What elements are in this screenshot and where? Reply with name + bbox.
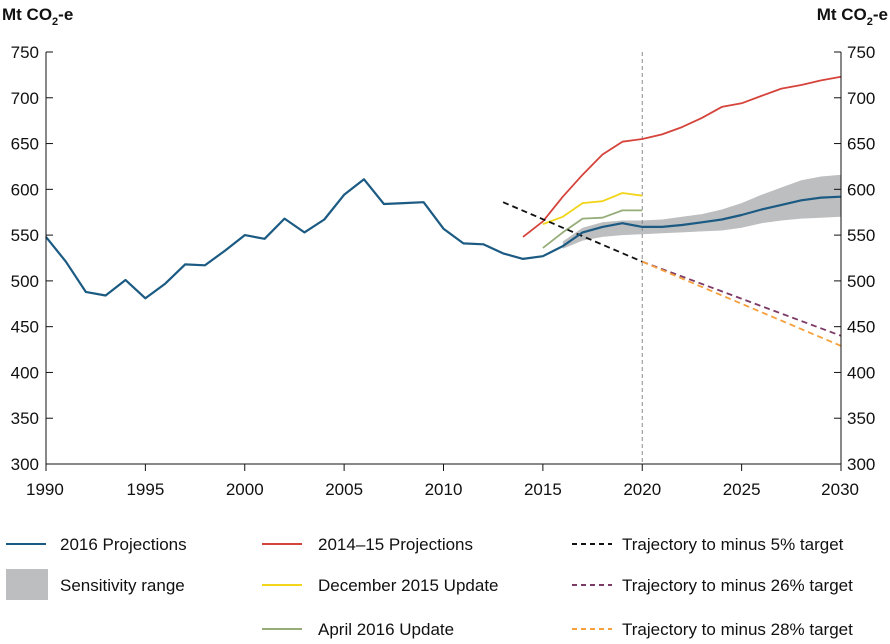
y-tick-label-right: 500	[847, 272, 875, 291]
x-tick-label: 2030	[821, 480, 859, 499]
plot-area	[45, 52, 842, 464]
y-tick-label-right: 450	[847, 318, 875, 337]
y-tick-label-right: 550	[847, 226, 875, 245]
legend-label: December 2015 Update	[318, 576, 499, 595]
y-tick-label-left: 450	[11, 318, 39, 337]
y-tick-label-right: 300	[847, 455, 875, 474]
series-line	[641, 260, 842, 337]
sensitivity-band	[562, 174, 841, 249]
series-line	[45, 178, 842, 300]
y-tick-label-left: 600	[11, 180, 39, 199]
left-unit-label: Mt CO2-e	[2, 5, 73, 28]
x-tick-label: 2000	[226, 480, 264, 499]
series-line	[502, 201, 643, 263]
right-unit-subscript: 2	[867, 16, 873, 28]
axes: 300 300 350 350 400 400 450 450 500 500 550 550 600 6…	[11, 43, 876, 499]
right-unit-suffix: -e	[873, 5, 888, 24]
y-tick-label-right: 400	[847, 363, 875, 382]
series-line	[522, 75, 842, 238]
legend: 2016 Projections 2014–15 Projections Traje…	[6, 535, 853, 639]
legend-label: April 2016 Update	[318, 620, 454, 639]
y-tick-label-right: 650	[847, 135, 875, 154]
y-tick-label-right: 700	[847, 89, 875, 108]
y-tick-label-right: 350	[847, 409, 875, 428]
series-line	[542, 209, 643, 249]
y-tick-label-right: 600	[847, 180, 875, 199]
y-tick-label-left: 400	[11, 363, 39, 382]
y-tick-label-left: 350	[11, 409, 39, 428]
x-tick-label: 2005	[325, 480, 363, 499]
x-tick-label: 2020	[623, 480, 661, 499]
unit-labels: Mt CO2-e Mt CO2-e	[2, 5, 888, 28]
legend-label: Trajectory to minus 28% target	[622, 620, 853, 639]
right-unit-label: Mt CO2-e	[817, 5, 888, 28]
legend-label: 2016 Projections	[60, 535, 187, 554]
x-tick-label: 2010	[425, 480, 463, 499]
y-tick-label-left: 500	[11, 272, 39, 291]
legend-label: Trajectory to minus 5% target	[622, 535, 844, 554]
y-tick-label-right: 750	[847, 43, 875, 62]
x-tick-label: 1995	[126, 480, 164, 499]
left-unit-subscript: 2	[52, 16, 58, 28]
x-tick-label: 2015	[524, 480, 562, 499]
y-tick-label-left: 750	[11, 43, 39, 62]
y-tick-label-left: 550	[11, 226, 39, 245]
series-line	[542, 192, 643, 225]
legend-label: Trajectory to minus 26% target	[622, 576, 853, 595]
legend-label: Sensitivity range	[60, 576, 185, 595]
y-tick-label-left: 300	[11, 455, 39, 474]
legend-label: 2014–15 Projections	[318, 535, 473, 554]
right-unit-text: Mt CO	[817, 5, 867, 24]
legend-swatch	[6, 569, 48, 600]
y-tick-label-left: 650	[11, 135, 39, 154]
x-tick-label: 1990	[26, 480, 64, 499]
series-line	[641, 260, 842, 347]
left-unit-suffix: -e	[58, 5, 73, 24]
y-tick-label-left: 700	[11, 89, 39, 108]
x-tick-label: 2025	[723, 480, 761, 499]
left-unit-text: Mt CO	[2, 5, 52, 24]
